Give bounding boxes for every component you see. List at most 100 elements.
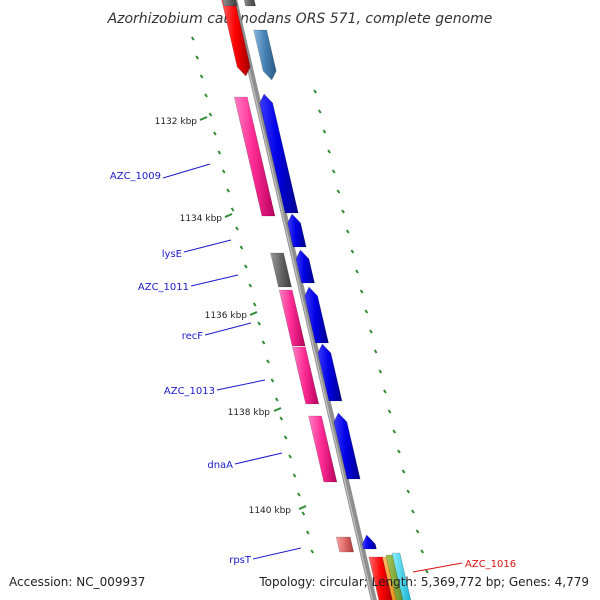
inner-dot-track-dot	[235, 226, 239, 231]
inner-dot-track-dot	[252, 302, 257, 307]
map-title: Azorhizobium caulinodans ORS 571, comple…	[107, 11, 493, 27]
gene-label-dnaa[interactable]: dnaA	[207, 460, 233, 471]
feature-azc-1009-forward[interactable]	[259, 93, 299, 214]
inner-dot-track-dot	[244, 264, 248, 269]
inner-dot-track-dot	[301, 511, 306, 516]
outer-dot-track-dot	[322, 129, 327, 134]
outer-dot-track-dot	[331, 169, 336, 174]
inner-dot-track-dot	[261, 340, 266, 345]
inner-dot-track-dot	[199, 74, 204, 79]
outer-dot-track-dot	[397, 449, 401, 454]
gene-label-azc-1013[interactable]: AZC_1013	[164, 386, 215, 397]
tick-mark-1140	[298, 505, 307, 510]
outer-dot-track-dot	[383, 389, 387, 394]
inner-dot-track-dot	[230, 207, 235, 212]
inner-dot-track-dot	[274, 397, 279, 402]
feature-azc-1011[interactable]	[270, 252, 292, 288]
gene-label-azc-1009[interactable]: AZC_1009	[110, 171, 161, 182]
tick-mark-1134	[224, 213, 233, 218]
feature-recf-forward[interactable]	[304, 286, 329, 344]
feature-dnaa[interactable]	[308, 415, 338, 483]
outer-dot-track-dot	[415, 529, 420, 534]
inner-dot-track-dot	[266, 359, 270, 364]
outer-dot-track-dot	[425, 569, 429, 574]
feature-top-red[interactable]	[221, 0, 251, 77]
outer-dot-track-dot	[411, 509, 415, 514]
inner-dot-track-dot	[297, 492, 301, 497]
feature-azc-1016-red[interactable]	[368, 556, 394, 600]
inner-dot-track-dot	[283, 435, 288, 440]
inner-dot-track-dot	[221, 169, 226, 174]
outer-dot-track-dot	[355, 269, 359, 274]
outer-dot-track-dot	[406, 489, 411, 494]
inner-dot-track-dot	[226, 188, 230, 193]
feature-azc-1013[interactable]	[292, 346, 320, 405]
tick-mark-1136	[249, 311, 258, 316]
feature-top-gray[interactable]	[222, 0, 238, 7]
outer-dot-track-dot	[341, 209, 345, 214]
gene-leader-recf	[204, 322, 252, 336]
tick-label-1138: 1138 kbp	[228, 408, 271, 418]
outer-dot-track-dot	[369, 329, 373, 334]
outer-dot-track-dot	[350, 249, 355, 254]
gene-label-azc-1011[interactable]: AZC_1011	[138, 282, 189, 293]
genome-backbone-highlight	[232, 0, 373, 600]
outer-dot-track-dot	[345, 229, 350, 234]
genome-backbone	[231, 0, 377, 600]
inner-dot-track-dot	[248, 283, 253, 288]
outer-dot-track-dot	[336, 189, 341, 194]
feature-azc-1011-forward[interactable]	[295, 249, 315, 284]
feature-top-steel[interactable]	[253, 29, 277, 81]
outer-dot-track-dot	[392, 429, 397, 434]
feature-lyse[interactable]	[287, 213, 307, 248]
outer-dot-track-dot	[313, 89, 317, 94]
outer-dot-track-dot	[364, 309, 369, 314]
tick-label-1132: 1132 kbp	[155, 117, 198, 127]
inner-dot-track-dot	[195, 55, 200, 60]
inner-dot-track-dot	[288, 454, 292, 459]
inner-dot-track-dot	[217, 150, 222, 155]
inner-dot-track-dot	[208, 112, 213, 117]
outer-dot-track-dot	[387, 409, 392, 414]
outer-dot-track-dot	[317, 109, 322, 114]
gene-leader-rpst	[252, 547, 302, 560]
gene-leader-lyse	[183, 239, 232, 253]
inner-dot-track-dot	[190, 36, 195, 41]
inner-dot-track-dot	[213, 131, 217, 136]
gene-leader-azc-1013	[216, 379, 266, 391]
gene-label-lyse[interactable]: lysE	[162, 249, 182, 260]
inner-dot-track-dot	[279, 416, 284, 421]
feature-rpst[interactable]	[335, 536, 355, 553]
outer-dot-track-dot	[378, 369, 383, 374]
gene-label-azc-1016[interactable]: AZC_1016	[465, 559, 516, 570]
feature-azc-1016-orange[interactable]	[381, 556, 398, 600]
inner-dot-track-dot	[292, 473, 297, 478]
inner-dot-track-dot	[204, 93, 208, 98]
outer-dot-track-dot	[327, 149, 331, 154]
feature-recf[interactable]	[278, 289, 306, 347]
outer-dot-track-dot	[401, 469, 406, 474]
feature-dnaa-forward[interactable]	[333, 412, 361, 480]
feature-azc-1009[interactable]	[233, 96, 276, 217]
feature-track	[221, 0, 412, 600]
gc-content-track	[190, 36, 429, 574]
feature-rpst-forward[interactable]	[361, 534, 377, 550]
gene-label-recf[interactable]: recF	[182, 331, 204, 342]
tick-label-1136: 1136 kbp	[205, 311, 248, 321]
feature-azc-1016-cyan[interactable]	[391, 552, 412, 600]
feature-azc-1013-forward[interactable]	[317, 343, 343, 402]
tick-label-1134: 1134 kbp	[180, 214, 223, 224]
outer-dot-track-dot	[359, 289, 364, 294]
inner-dot-track-dot	[239, 245, 244, 250]
feature-top-gray-2[interactable]	[243, 0, 256, 7]
tick-mark-1138	[273, 407, 282, 412]
gene-label-rpst[interactable]: rpsT	[229, 555, 252, 566]
inner-dot-track-dot	[257, 321, 261, 326]
gene-leader-dnaa	[234, 452, 283, 465]
feature-azc-1016-green[interactable]	[385, 554, 405, 600]
tick-label-1140: 1140 kbp	[249, 506, 292, 516]
tick-mark-1132	[199, 116, 208, 121]
genome-summary-text: Topology: circular; Length: 5,369,772 bp…	[258, 575, 589, 589]
inner-dot-track-dot	[310, 549, 315, 554]
